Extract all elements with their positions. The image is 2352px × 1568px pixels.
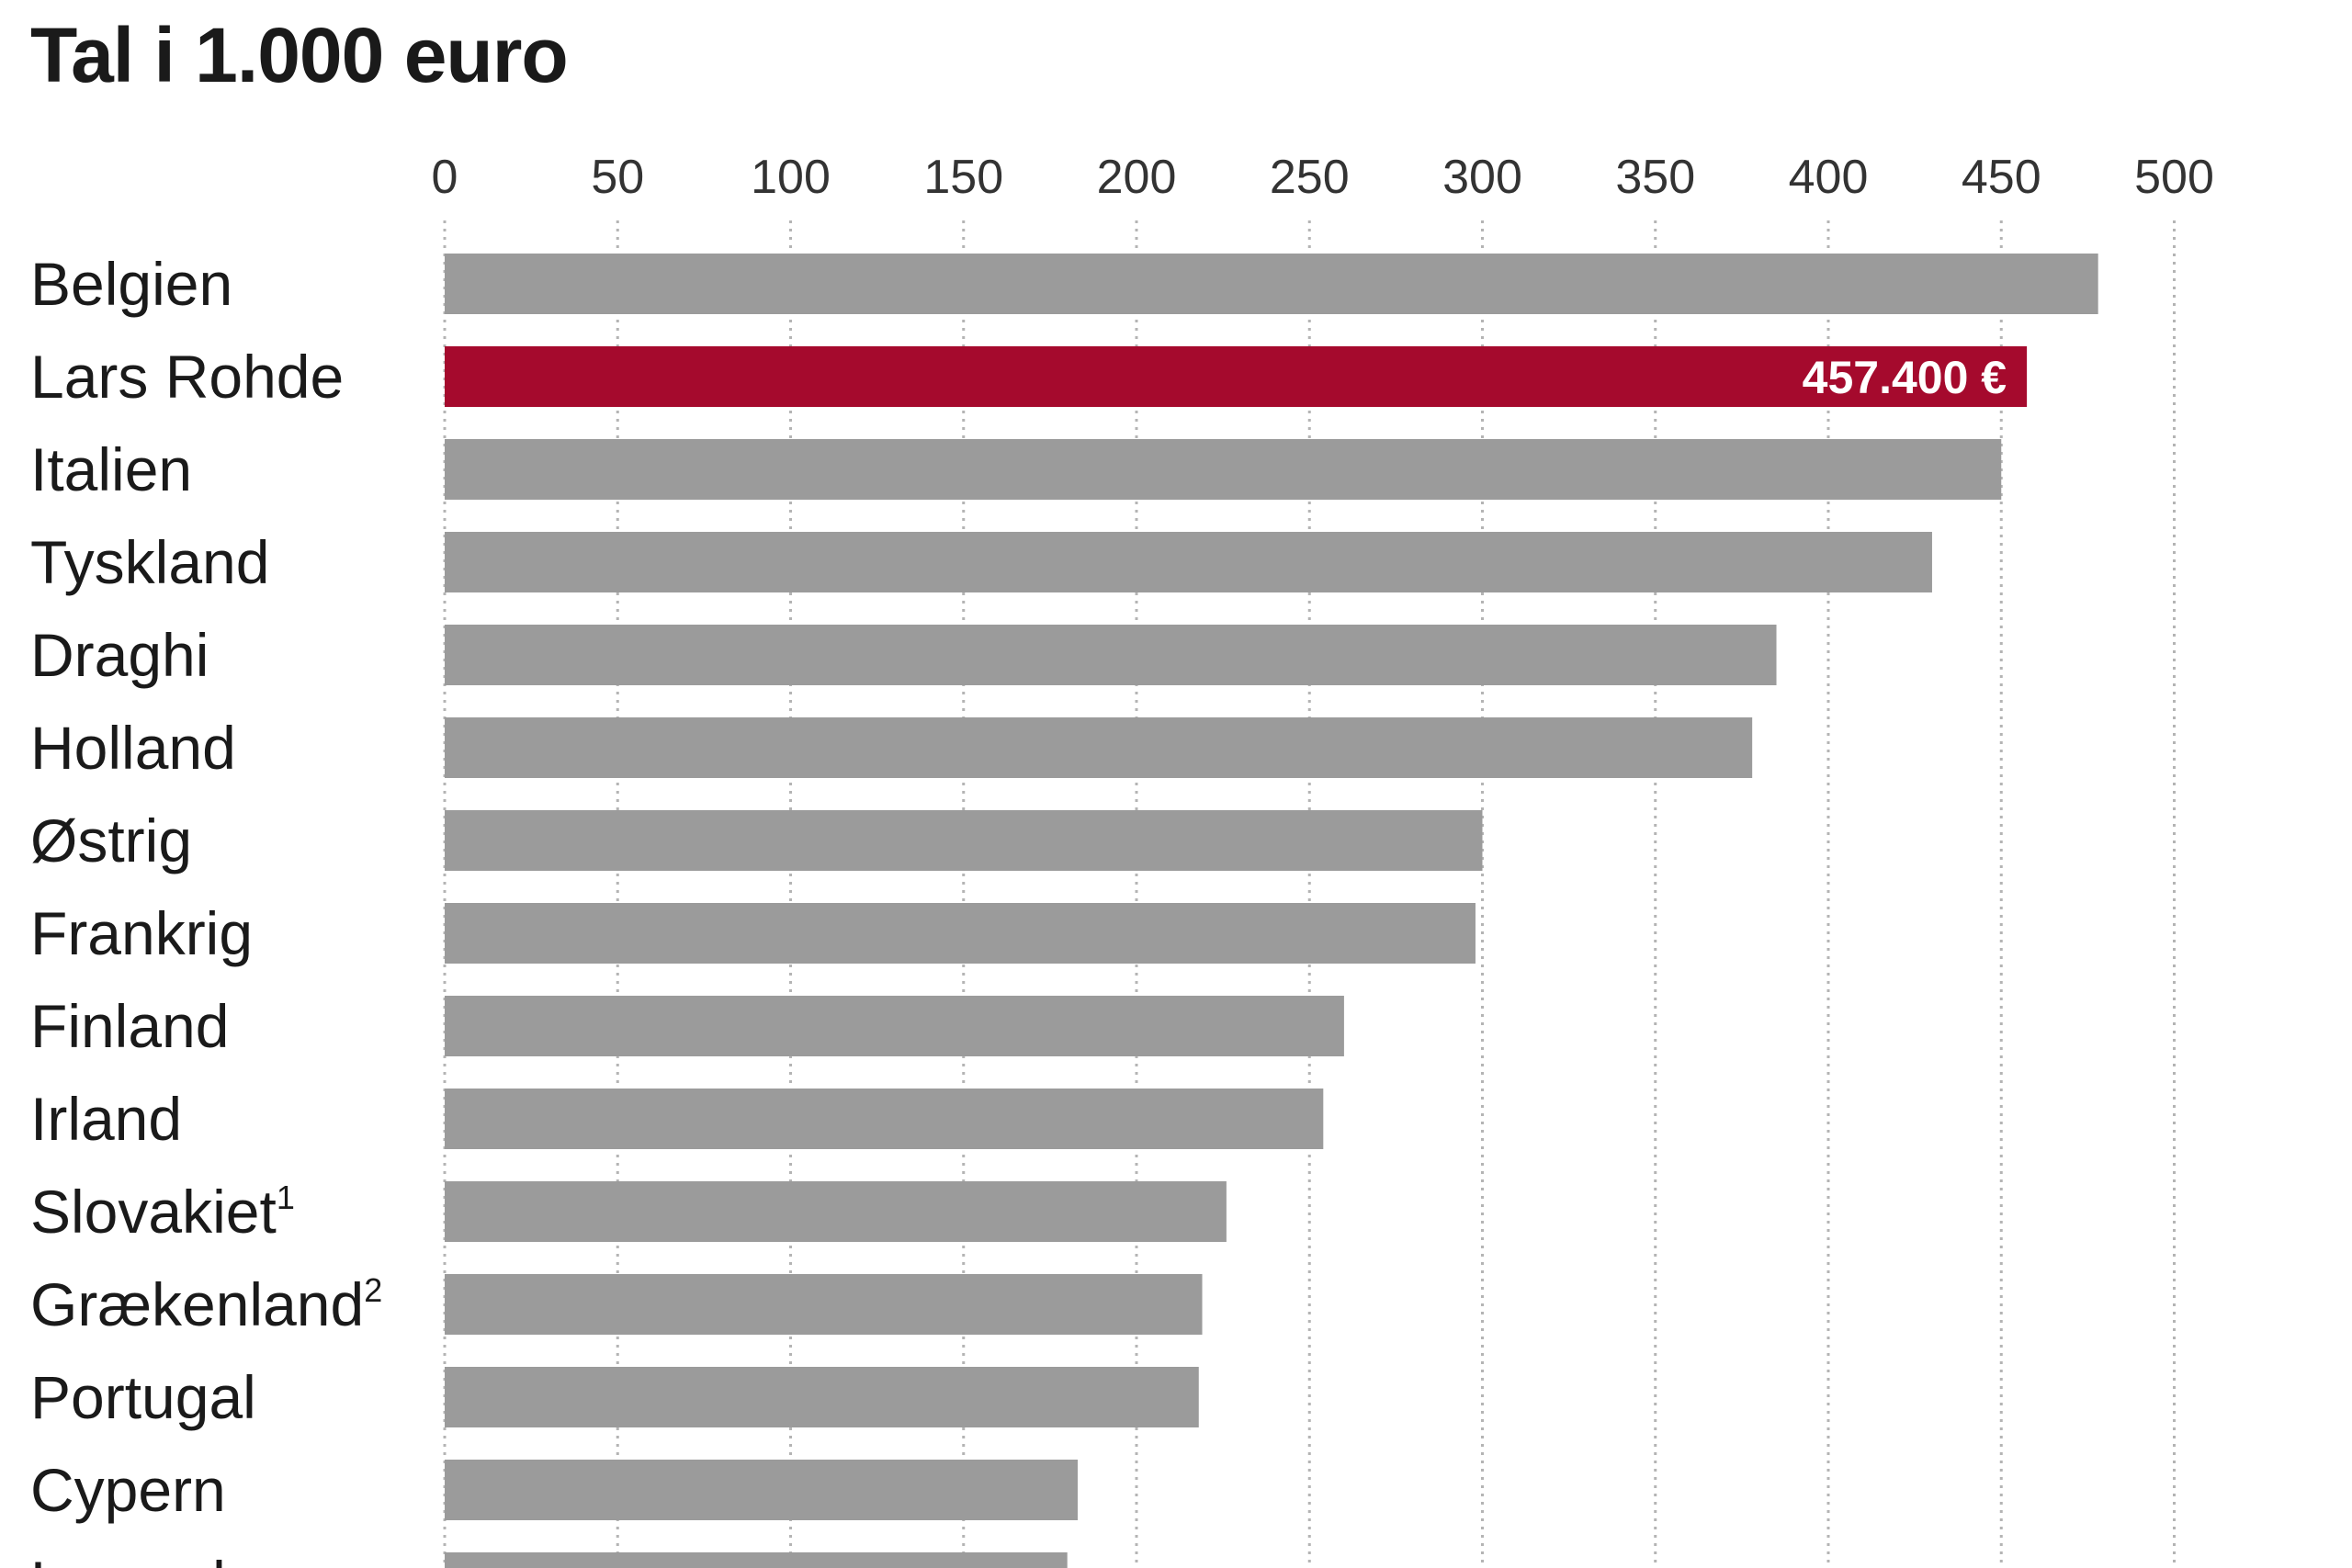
bar [445, 1089, 1324, 1149]
category-label: Holland [30, 714, 236, 782]
category-label: Belgien [30, 250, 232, 318]
category-name: Holland [30, 714, 236, 782]
category-name: Cypern [30, 1456, 226, 1524]
category-name: Østrig [30, 807, 192, 874]
category-name: Finland [30, 992, 229, 1060]
category-name: Grækenland [30, 1270, 364, 1338]
category-label: Cypern [30, 1456, 226, 1524]
bar [445, 903, 1476, 964]
category-label: Lars Rohde [30, 343, 344, 411]
x-tick-label: 300 [1442, 151, 1522, 204]
category-label: Slovakiet1 [30, 1178, 295, 1246]
category-name: Luxembourg [30, 1549, 368, 1568]
bar [445, 254, 2098, 314]
bar [445, 1552, 1068, 1568]
category-label: Tyskland [30, 528, 269, 596]
category-name: Lars Rohde [30, 343, 344, 411]
x-tick-label: 50 [591, 151, 644, 204]
category-label: Frankrig [30, 899, 253, 967]
category-name: Tyskland [30, 528, 269, 596]
category-name: Draghi [30, 621, 209, 689]
x-tick-label: 350 [1615, 151, 1695, 204]
bar [445, 1460, 1078, 1520]
category-labels: Belgien Lars Rohde Italien Tyskland Draghi Ho… [30, 250, 382, 1568]
category-name: Frankrig [30, 899, 253, 967]
x-tick-label: 400 [1789, 151, 1869, 204]
x-axis-ticks: 0 50 100 150 200 250 300 350 400 450 500 [432, 151, 2214, 204]
category-label: Finland [30, 992, 229, 1060]
category-label: Luxembourg [30, 1549, 368, 1568]
x-tick-label: 200 [1097, 151, 1177, 204]
bar [445, 625, 1777, 685]
category-label: Portugal [30, 1363, 256, 1431]
category-label: Draghi [30, 621, 209, 689]
x-tick-label: 150 [923, 151, 1003, 204]
gridlines [443, 220, 2176, 1568]
category-name: Belgien [30, 250, 232, 318]
category-name: Irland [30, 1085, 182, 1153]
bar [445, 996, 1344, 1056]
x-tick-label: 500 [2134, 151, 2214, 204]
x-tick-label: 100 [751, 151, 831, 204]
x-tick-label: 450 [1962, 151, 2041, 204]
chart-title: Tal i 1.000 euro [30, 12, 569, 98]
x-tick-label: 250 [1270, 151, 1350, 204]
category-name: Italien [30, 435, 192, 503]
data-label: 457.400 € [1803, 352, 2007, 403]
bar [445, 439, 2002, 500]
bar [445, 810, 1483, 871]
category-name: Portugal [30, 1363, 256, 1431]
bar [445, 1181, 1227, 1242]
bar [445, 532, 1932, 592]
bar [445, 717, 1753, 778]
category-name: Slovakiet [30, 1178, 277, 1246]
bar [445, 1274, 1203, 1335]
footnote-marker: 1 [277, 1179, 295, 1216]
bar [445, 1367, 1199, 1427]
category-label: Grækenland2 [30, 1270, 382, 1338]
footnote-marker: 2 [364, 1271, 382, 1309]
category-label: Italien [30, 435, 192, 503]
x-tick-label: 0 [432, 151, 458, 204]
bar-highlight [445, 346, 2028, 407]
category-label: Østrig [30, 807, 192, 874]
category-label: Irland [30, 1085, 182, 1153]
bars: 457.400 € [445, 254, 2098, 1568]
